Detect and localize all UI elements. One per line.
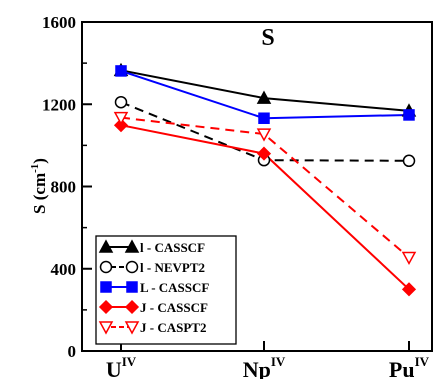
legend-marker <box>98 239 114 253</box>
x-category-superscript: IV <box>122 354 137 369</box>
data-point <box>403 109 415 121</box>
legend-marker <box>98 299 114 315</box>
x-category-label: NpIV <box>243 354 286 379</box>
data-point <box>401 282 417 297</box>
legend-marker <box>126 281 138 293</box>
legend-label: J - CASPT2 <box>140 320 206 335</box>
x-category-base: U <box>106 357 122 379</box>
data-point <box>256 146 272 161</box>
legend: l - CASSCF l - NEVPT2 L - CASSCF J - CASSCF… <box>98 239 209 335</box>
y-axis-label-sup: -1 <box>29 164 41 173</box>
y-axis-label-main: S (cm <box>30 173 49 214</box>
x-category-base: Np <box>243 357 271 379</box>
legend-label: J - CASSCF <box>140 300 208 315</box>
y-tick-label: 0 <box>68 342 77 361</box>
data-point <box>402 154 416 168</box>
panel-title: S <box>261 25 274 51</box>
data-point <box>115 65 127 77</box>
legend-marker <box>125 260 139 274</box>
x-category-label: UIV <box>106 354 137 379</box>
data-point <box>114 95 128 109</box>
data-point <box>256 90 272 104</box>
legend-label: l - CASSCF <box>140 240 205 255</box>
legend-label: L - CASSCF <box>140 280 209 295</box>
data-point <box>113 111 129 126</box>
y-tick-label: 1600 <box>42 13 76 32</box>
legend-label: l - NEVPT2 <box>140 260 205 275</box>
y-axis-label: S (cm-1) <box>29 158 49 214</box>
x-category-superscript: IV <box>415 354 430 369</box>
legend-marker <box>124 299 140 315</box>
series-line <box>120 69 410 112</box>
y-axis-label-close: ) <box>30 158 49 164</box>
legend-marker <box>124 321 140 335</box>
x-category-superscript: IV <box>271 354 286 369</box>
x-category-label: PuIV <box>389 354 430 379</box>
data-point <box>256 128 272 142</box>
x-category-base: Pu <box>389 357 415 379</box>
data-point <box>258 112 270 124</box>
legend-marker <box>100 281 112 293</box>
y-tick-label: 800 <box>51 178 77 197</box>
y-tick-label: 1200 <box>42 95 76 114</box>
y-tick-label: 400 <box>51 260 77 279</box>
data-point <box>113 118 129 133</box>
series-markers <box>113 62 417 297</box>
legend-marker <box>99 260 113 274</box>
legend-marker <box>98 321 114 335</box>
data-point <box>401 251 417 266</box>
legend-marker <box>124 239 140 253</box>
